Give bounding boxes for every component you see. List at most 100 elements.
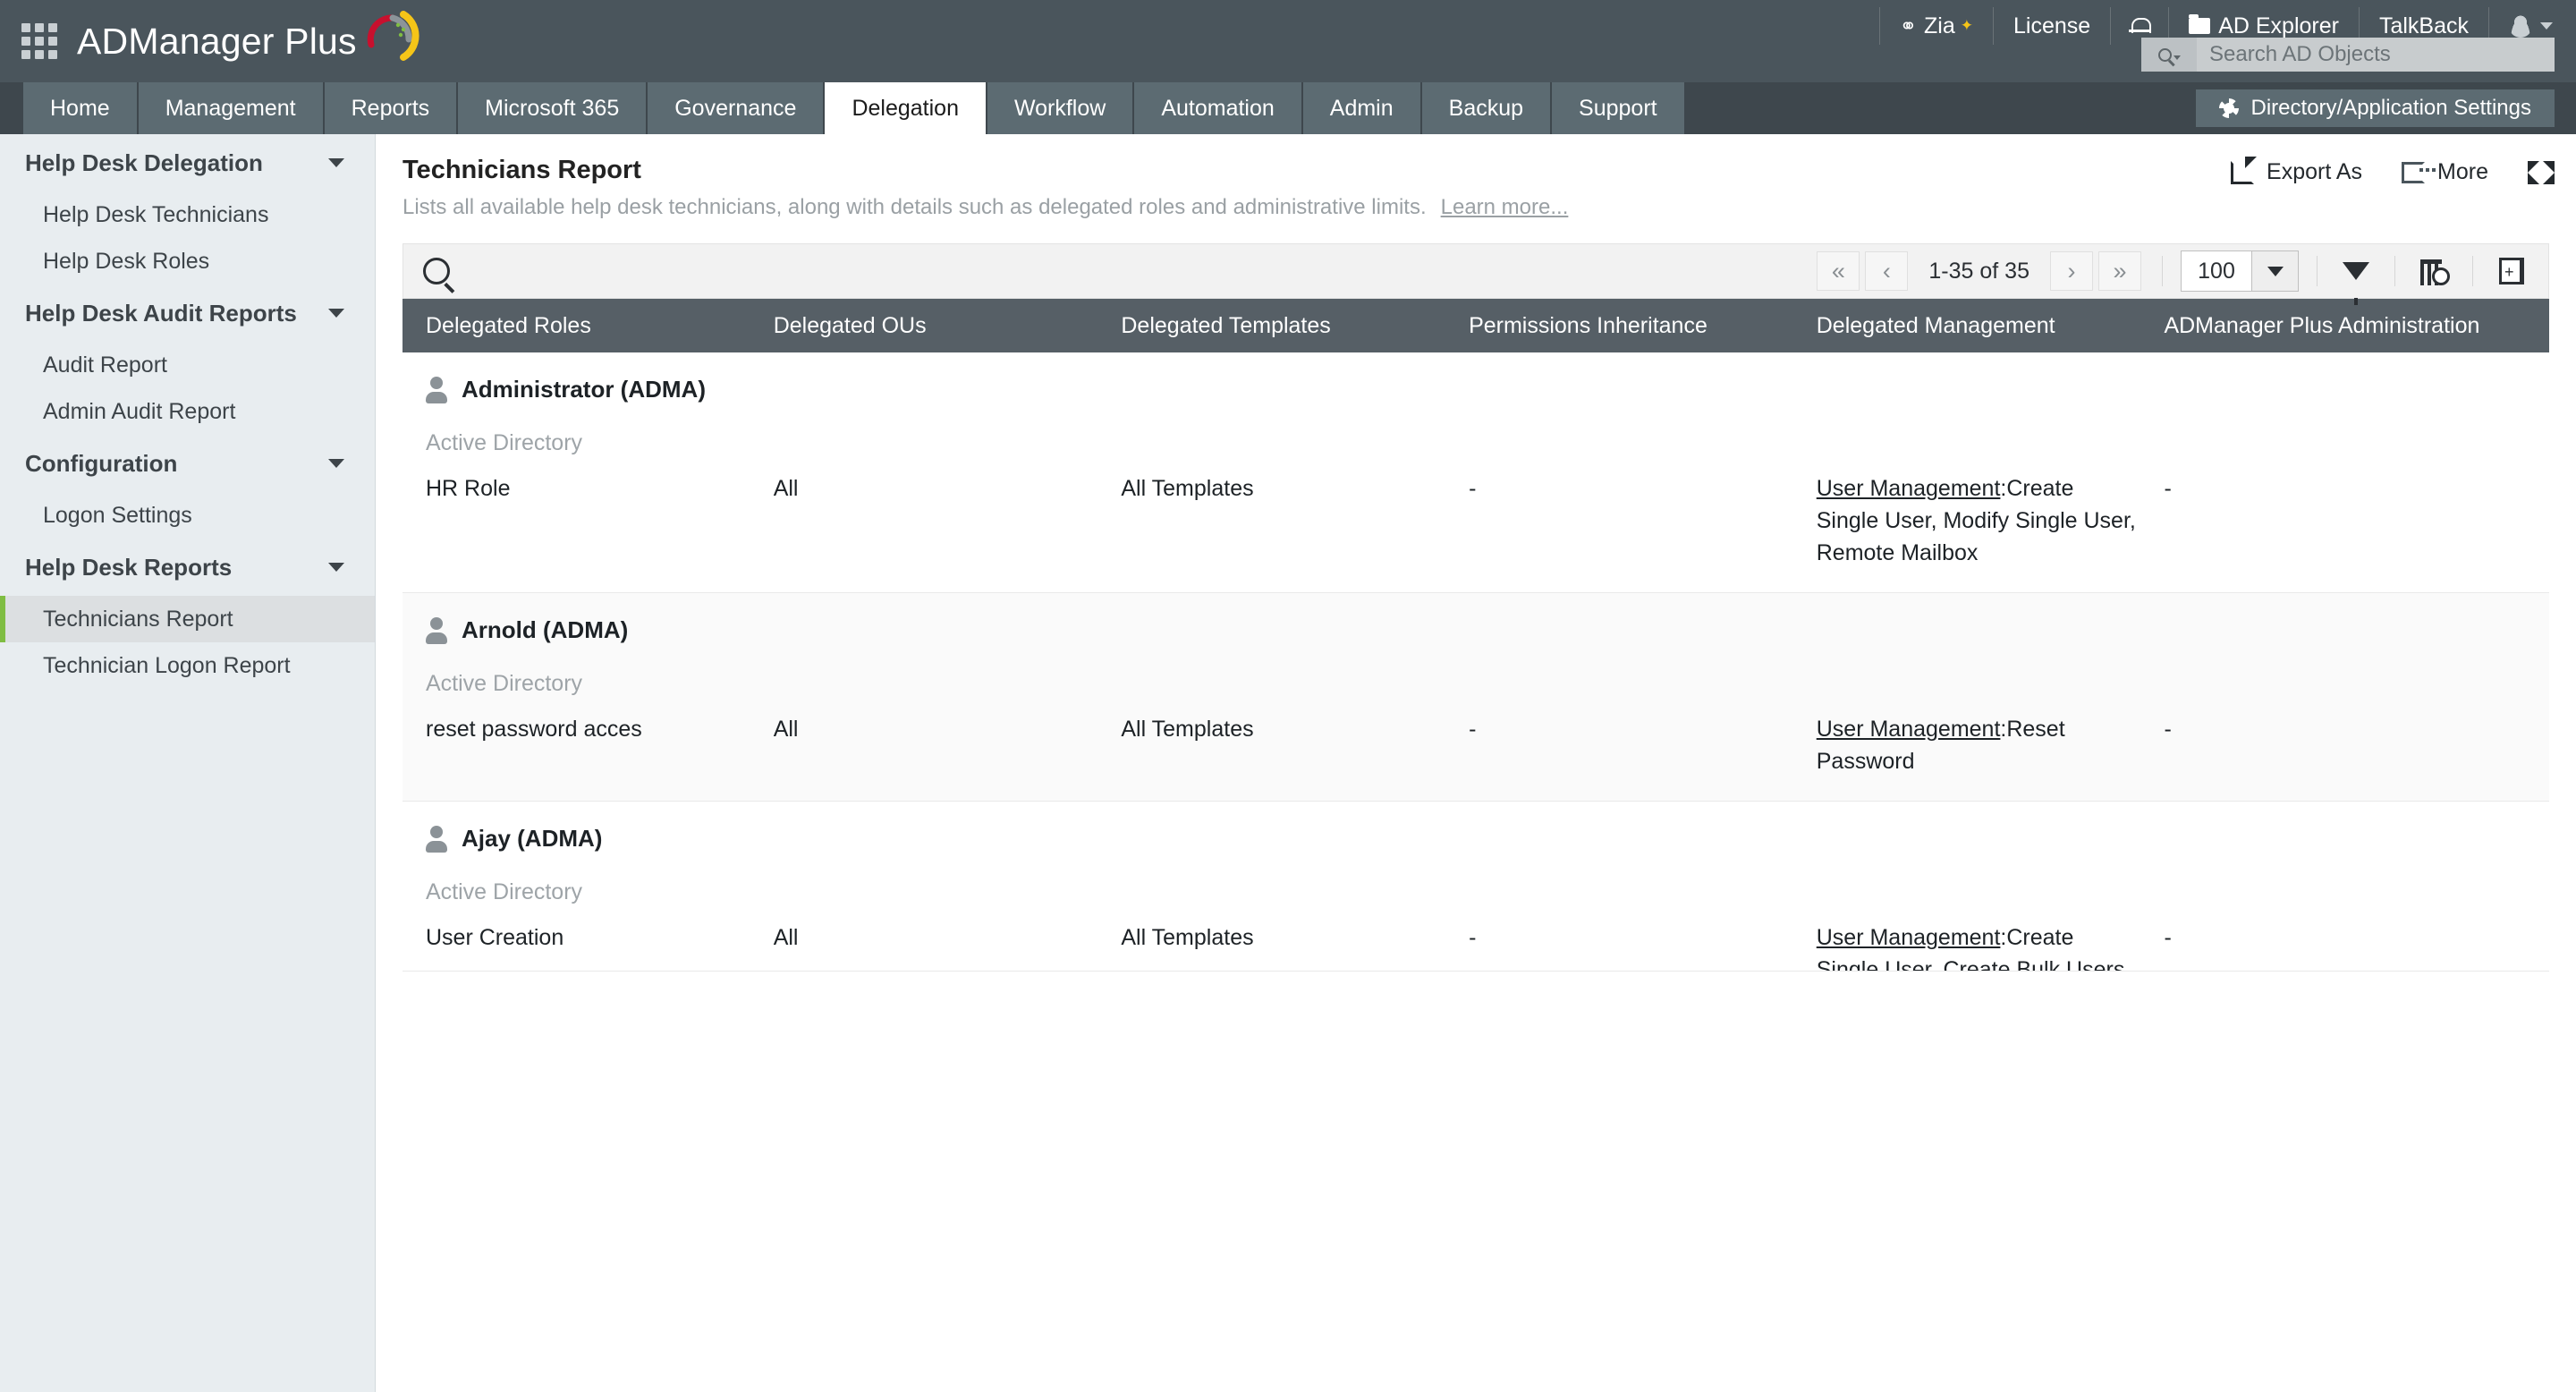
- column-header-permissions-inheritance[interactable]: Permissions Inheritance: [1469, 312, 1707, 338]
- page-size-select[interactable]: 100: [2181, 250, 2299, 292]
- divider: [2394, 256, 2395, 286]
- technician-source: Active Directory: [426, 879, 583, 904]
- license-button[interactable]: License: [1994, 7, 2112, 45]
- technician-name-row[interactable]: Arnold (ADMA): [402, 593, 2549, 644]
- sidebar-item-admin-audit-report[interactable]: Admin Audit Report: [43, 398, 236, 424]
- user-management-link[interactable]: User Management: [1816, 476, 2001, 501]
- column-header-admanager-plus-administration[interactable]: ADManager Plus Administration: [2164, 312, 2480, 338]
- more-button[interactable]: More: [2402, 159, 2488, 185]
- tab-admin[interactable]: Admin: [1302, 82, 1422, 134]
- pagination-range: 1-35 of 35: [1928, 258, 2029, 284]
- tab-home[interactable]: Home: [23, 82, 139, 134]
- technician-name-row[interactable]: Ajay (ADMA): [402, 802, 2549, 853]
- search-icon[interactable]: [423, 258, 450, 284]
- page-header: Technicians Report Lists all available h…: [376, 134, 2576, 220]
- sidebar-item-technicians-report[interactable]: Technicians Report: [0, 596, 375, 642]
- add-column-icon: [2420, 259, 2450, 285]
- chevron-down-icon: [328, 563, 344, 572]
- table-toolbar: « ‹ 1-35 of 35 › » 100 +: [402, 243, 2549, 305]
- duplicate-view-button[interactable]: +: [2491, 251, 2532, 291]
- chevron-down-icon: [2540, 22, 2553, 30]
- cell-delegated-roles: User Creation: [426, 925, 564, 950]
- table-group: Administrator (ADMA) Active Directory HR…: [402, 352, 2549, 593]
- column-header-delegated-templates[interactable]: Delegated Templates: [1121, 312, 1331, 338]
- sidebar-item-logon-settings[interactable]: Logon Settings: [43, 502, 192, 528]
- table-group: Ajay (ADMA) Active Directory User Creati…: [402, 802, 2549, 972]
- user-account-menu[interactable]: [2489, 7, 2576, 45]
- directory-application-settings-button[interactable]: Directory/Application Settings: [2195, 89, 2555, 127]
- cell-delegated-roles: reset password acces: [426, 717, 642, 742]
- app-name: ADManager Plus: [77, 20, 357, 62]
- sidebar-section-help-desk-audit-reports[interactable]: Help Desk Audit Reports: [0, 284, 375, 342]
- apps-grid-icon[interactable]: [21, 23, 57, 59]
- chevron-down-icon: [328, 309, 344, 318]
- cell-delegated-management: User Management:Create Single User, Modi…: [1793, 472, 2141, 569]
- sidebar-section-help-desk-delegation[interactable]: Help Desk Delegation: [0, 134, 375, 191]
- previous-page-button[interactable]: ‹: [1865, 251, 1909, 291]
- export-as-button[interactable]: Export As: [2231, 156, 2362, 185]
- zia-assistant-button[interactable]: ⚭ Zia ✦: [1878, 7, 1995, 45]
- filter-button[interactable]: [2335, 251, 2377, 305]
- folder-icon: [2189, 14, 2211, 34]
- learn-more-link[interactable]: Learn more...: [1440, 195, 1569, 219]
- technician-name: Arnold (ADMA): [462, 616, 629, 643]
- main-content: Technicians Report Lists all available h…: [376, 134, 2576, 1392]
- sidebar-section-label: Help Desk Reports: [25, 553, 233, 581]
- user-avatar-icon: [2509, 14, 2532, 38]
- more-icon: [2402, 161, 2426, 183]
- tab-management[interactable]: Management: [138, 82, 325, 134]
- table-row: HR Role All All Templates - User Managem…: [402, 456, 2549, 592]
- cell-delegated-management: User Management:Create Single User, Crea…: [1793, 921, 2141, 971]
- delegated-management-text: :Reset Password: [1816, 717, 2065, 774]
- user-icon: [426, 616, 447, 644]
- last-page-button[interactable]: »: [2098, 251, 2141, 291]
- top-bar-right: ⚭ Zia ✦ License AD Explorer TalkBack: [1878, 0, 2576, 82]
- fullscreen-icon[interactable]: [2528, 160, 2555, 184]
- cell-permissions-inheritance: -: [1469, 717, 1477, 742]
- sidebar-section-help-desk-reports[interactable]: Help Desk Reports: [0, 539, 375, 596]
- main-navigation: Home Management Reports Microsoft 365 Go…: [0, 82, 2576, 134]
- search-input[interactable]: [2197, 42, 2555, 67]
- tab-backup[interactable]: Backup: [1421, 82, 1553, 134]
- first-page-button[interactable]: «: [1817, 251, 1860, 291]
- user-management-link[interactable]: User Management: [1816, 925, 2001, 950]
- tab-automation[interactable]: Automation: [1134, 82, 1303, 134]
- next-page-button[interactable]: ›: [2050, 251, 2093, 291]
- add-column-button[interactable]: [2413, 251, 2454, 291]
- cell-delegated-templates: All Templates: [1121, 717, 1254, 742]
- sidebar-section-label: Help Desk Delegation: [25, 149, 263, 176]
- column-header-delegated-ous[interactable]: Delegated OUs: [773, 312, 927, 338]
- search-scope-dropdown[interactable]: [2141, 38, 2197, 72]
- sidebar-item-technician-logon-report[interactable]: Technician Logon Report: [43, 652, 291, 678]
- tab-reports[interactable]: Reports: [324, 82, 459, 134]
- tab-microsoft-365[interactable]: Microsoft 365: [458, 82, 648, 134]
- column-header-delegated-management[interactable]: Delegated Management: [1816, 312, 2055, 338]
- column-header-delegated-roles[interactable]: Delegated Roles: [426, 312, 591, 338]
- sidebar-item-audit-report[interactable]: Audit Report: [43, 352, 167, 378]
- ad-search-box[interactable]: [2141, 38, 2555, 72]
- cell-delegated-ous: All: [773, 925, 799, 950]
- talkback-button[interactable]: TalkBack: [2360, 7, 2489, 45]
- sidebar: Help Desk Delegation Help Desk Technicia…: [0, 134, 376, 1392]
- tab-workflow[interactable]: Workflow: [987, 82, 1135, 134]
- sidebar-section-configuration[interactable]: Configuration: [0, 435, 375, 492]
- pagination-controls: « ‹ 1-35 of 35 › » 100 +: [1814, 250, 2532, 305]
- tab-support[interactable]: Support: [1552, 82, 1686, 134]
- chevron-down-icon: [2173, 55, 2181, 60]
- tab-delegation[interactable]: Delegation: [825, 82, 987, 134]
- ad-explorer-button[interactable]: AD Explorer: [2169, 7, 2360, 45]
- gear-icon: [2218, 98, 2239, 118]
- user-management-link[interactable]: User Management: [1816, 717, 2001, 742]
- sidebar-item-help-desk-roles[interactable]: Help Desk Roles: [43, 248, 210, 274]
- page-size-value: 100: [2198, 258, 2235, 284]
- cell-delegated-templates: All Templates: [1121, 476, 1254, 501]
- user-icon: [426, 376, 447, 403]
- tab-governance[interactable]: Governance: [648, 82, 826, 134]
- app-brand: ADManager Plus: [77, 11, 421, 64]
- admanager-logo-icon: [362, 5, 421, 64]
- sidebar-item-help-desk-technicians[interactable]: Help Desk Technicians: [43, 201, 269, 227]
- cell-admp-administration: -: [2164, 925, 2172, 950]
- technician-name: Administrator (ADMA): [462, 376, 706, 403]
- technician-name-row[interactable]: Administrator (ADMA): [402, 352, 2549, 403]
- notifications-button[interactable]: [2111, 7, 2170, 45]
